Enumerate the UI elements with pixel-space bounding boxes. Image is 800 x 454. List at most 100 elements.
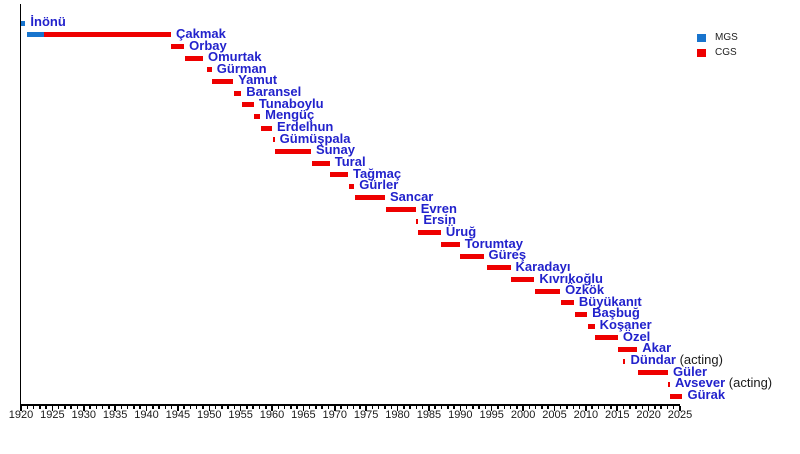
x-axis-minor-tick (484, 405, 487, 409)
x-axis-minor-tick (635, 405, 637, 409)
person-name: Güler (673, 363, 708, 379)
x-axis-minor-tick (622, 405, 625, 409)
person-label: Torumtay (464, 235, 523, 251)
x-axis-minor-tick (26, 405, 29, 409)
person-label: Koşaner (600, 318, 652, 332)
person-label: Tural (335, 155, 366, 169)
x-axis-major-tick (522, 405, 524, 411)
x-axis-minor-tick (472, 405, 474, 409)
x-axis-tick-label: 1925 (40, 409, 65, 421)
person-name: Başbuğ (592, 305, 640, 321)
x-axis-minor-tick (641, 405, 644, 409)
timeline-bar (44, 32, 171, 38)
x-axis-minor-tick (189, 405, 192, 409)
x-axis-tick-label: 1985 (416, 409, 442, 421)
timeline-bar (511, 277, 535, 282)
person-label: Tağmaç (352, 165, 402, 181)
person-name: İnönü (30, 14, 66, 30)
timeline-bar (669, 393, 683, 399)
person-label: Baransel (246, 85, 301, 99)
timeline-bar (623, 358, 626, 364)
timeline-bar (21, 20, 26, 26)
person-name: Koşaner (599, 317, 652, 333)
x-axis-minor-tick (164, 405, 167, 409)
x-axis-tick-label: 2005 (542, 409, 567, 421)
person-label: Gümüşpala (279, 130, 351, 146)
cgs-color-swatch (697, 48, 706, 57)
x-axis-major-tick (616, 405, 618, 411)
x-axis-minor-tick (434, 405, 436, 409)
x-axis-minor-tick (70, 405, 72, 409)
x-axis-minor-tick (572, 405, 575, 409)
x-axis-major-tick (396, 405, 399, 411)
x-axis-minor-tick (39, 405, 41, 409)
x-axis-major-tick (145, 405, 148, 411)
person-name: Yamut (238, 72, 278, 88)
x-axis-tick-label: 1940 (134, 409, 159, 421)
x-axis-minor-tick (421, 405, 424, 409)
x-axis-major-tick (271, 405, 273, 411)
x-axis-tick-label: 1950 (197, 409, 222, 421)
person-name: Baransel (246, 84, 302, 100)
person-label: Evren (421, 201, 457, 216)
person-name: Dündar (630, 352, 676, 368)
x-axis-minor-tick (64, 405, 66, 409)
timeline-bar (241, 102, 254, 108)
x-axis-minor-tick (101, 405, 104, 409)
person-name: Gümüşpala (279, 130, 351, 146)
x-axis-minor-tick (183, 405, 185, 409)
x-axis-minor-tick (409, 405, 411, 409)
x-axis-minor-tick (415, 405, 418, 409)
timeline-bar (418, 230, 441, 236)
person-name: Torumtay (464, 235, 523, 251)
person-suffix: (acting) (725, 375, 773, 391)
x-axis-minor-tick (76, 405, 79, 409)
x-axis-major-tick (459, 405, 462, 411)
x-axis-minor-tick (321, 405, 323, 409)
person-label: Ersin (423, 213, 456, 227)
legend-item-cgs: CGS (697, 45, 738, 60)
x-axis-minor-tick (252, 405, 254, 409)
x-axis-minor-tick (327, 405, 330, 409)
x-axis-tick-label: 1945 (165, 409, 191, 421)
x-axis-minor-tick (547, 405, 549, 409)
person-label: Çakmak (176, 26, 226, 41)
x-axis-minor-tick (559, 405, 562, 409)
person-name: Avsever (675, 375, 726, 391)
x-axis-minor-tick (32, 405, 35, 409)
x-axis-minor-tick (221, 405, 223, 409)
x-axis-minor-tick (390, 405, 393, 409)
person-label: Kıvrıkoğlu (539, 270, 603, 286)
x-axis-minor-tick (227, 405, 229, 409)
x-axis-minor-tick (534, 405, 537, 409)
legend-label-mgs: MGS (715, 31, 738, 43)
x-axis-minor-tick (120, 405, 123, 409)
x-axis-minor-tick (108, 405, 110, 409)
timeline-bar (460, 253, 484, 259)
person-name: Kıvrıkoğlu (539, 270, 603, 286)
x-axis-minor-tick (528, 405, 531, 409)
x-axis-minor-tick (340, 405, 342, 409)
person-name: Akar (642, 340, 672, 356)
x-axis-minor-tick (371, 405, 374, 409)
x-axis-tick-label: 2020 (636, 409, 661, 421)
x-axis-minor-tick (591, 405, 593, 409)
timeline-bar (668, 381, 671, 387)
x-axis-minor-tick (497, 405, 499, 409)
x-axis-minor-tick (629, 405, 631, 409)
x-axis-minor-tick (440, 405, 443, 409)
person-name: Tağmaç (352, 165, 402, 181)
x-axis-minor-tick (265, 405, 267, 409)
x-axis-major-tick (647, 405, 650, 411)
x-axis-minor-tick (152, 405, 154, 409)
person-name: Karadayı (515, 258, 571, 274)
person-label: İnönü (30, 15, 65, 29)
timeline-bar (272, 137, 275, 143)
person-label: Gürak (687, 388, 725, 402)
x-axis-minor-tick (126, 405, 129, 409)
x-axis-minor-tick (578, 405, 581, 409)
x-axis-major-tick (114, 405, 116, 411)
x-axis-tick-label: 1920 (8, 409, 34, 421)
x-axis-minor-tick (158, 405, 160, 409)
